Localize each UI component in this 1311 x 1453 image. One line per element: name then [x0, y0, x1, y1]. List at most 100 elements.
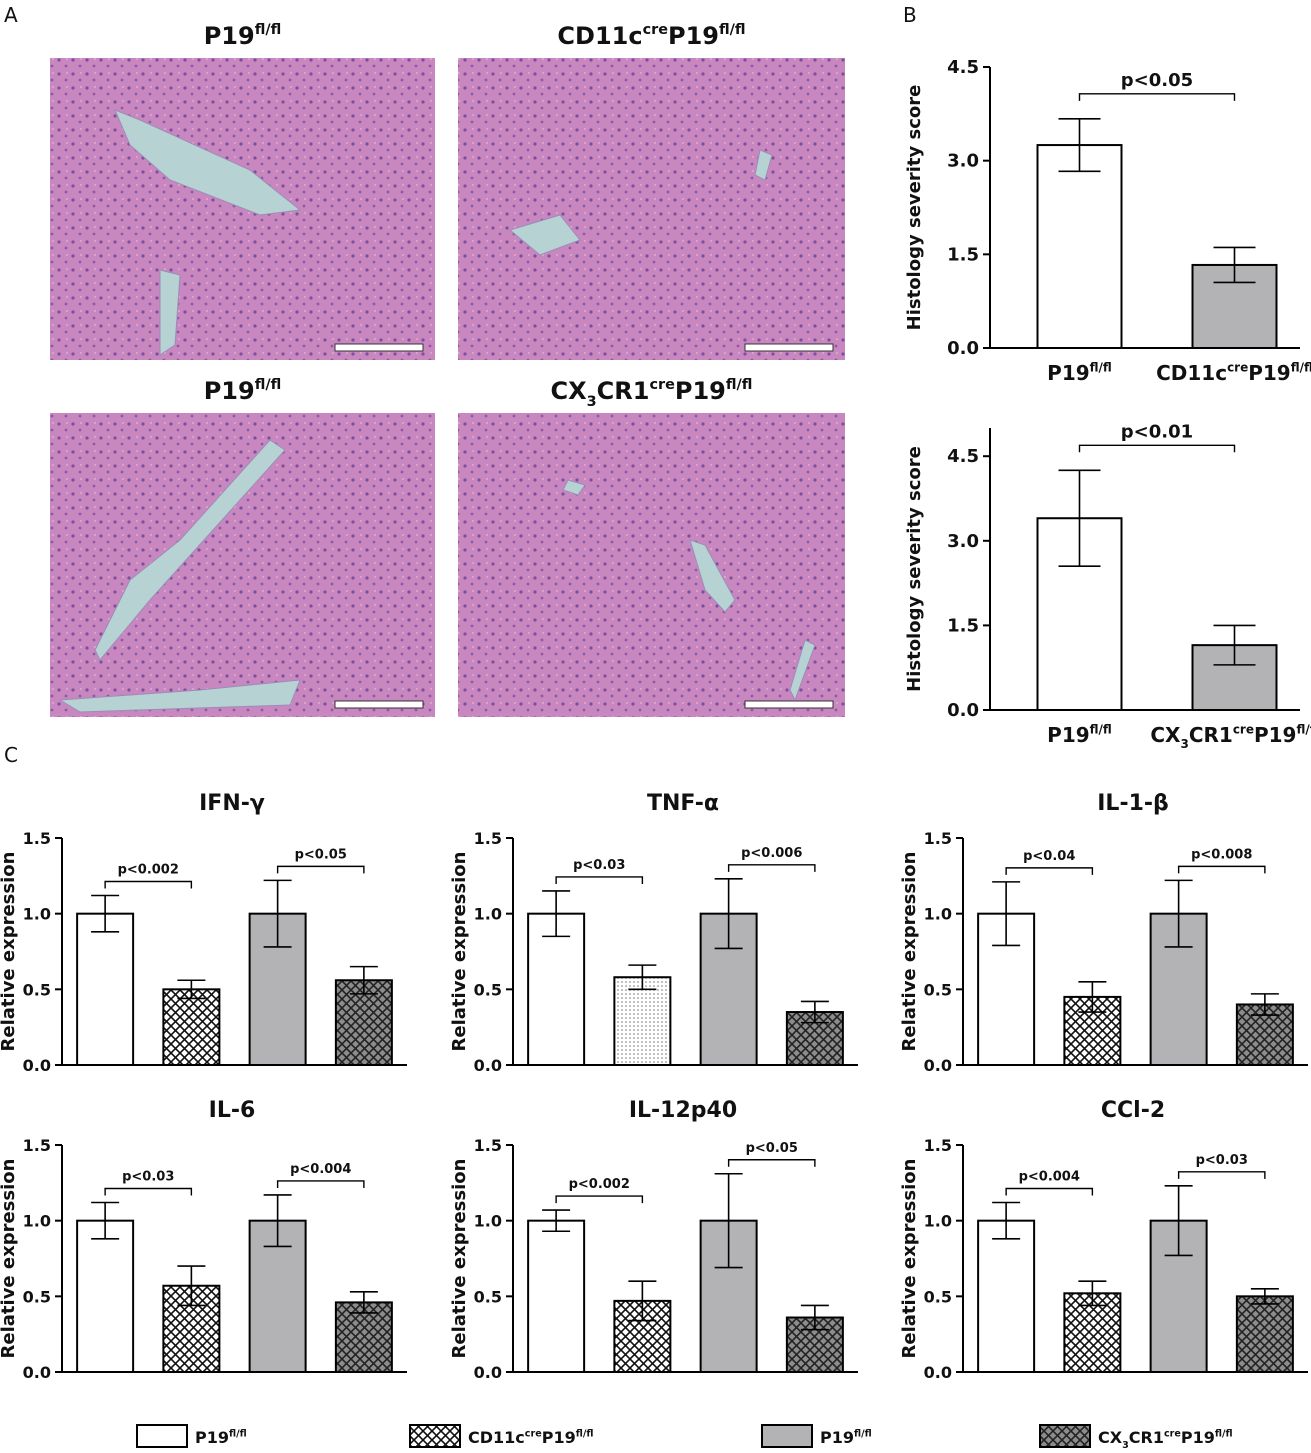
- y-tick-label: 1.0: [23, 1212, 51, 1231]
- chart-title: TNF-α: [647, 791, 719, 816]
- bar: [1235, 1295, 1294, 1374]
- bar: [1063, 1292, 1122, 1373]
- error-bar: [542, 1209, 571, 1233]
- label-part: CX: [1098, 1428, 1123, 1447]
- error-bar: [1078, 1280, 1107, 1307]
- label-part: CD11c: [468, 1428, 525, 1447]
- legend-label: P19fl/fl: [820, 1428, 872, 1447]
- error-bar: [1058, 469, 1101, 567]
- bar: [977, 1219, 1036, 1373]
- p-value: p<0.01: [1121, 421, 1193, 442]
- error-bar: [1058, 118, 1101, 173]
- label-part: P19: [1248, 361, 1291, 385]
- error-bar: [1164, 879, 1193, 948]
- label-part: CX: [1150, 723, 1181, 747]
- y-axis-label: Relative expression: [899, 1159, 920, 1359]
- y-tick-label: 1.5: [23, 829, 51, 848]
- y-axis-label: Relative expression: [0, 1159, 19, 1359]
- significance-bracket: [1005, 867, 1094, 875]
- image-title: P19fl/fl: [204, 377, 282, 405]
- label-part: 3: [1180, 737, 1188, 751]
- bar: [334, 1301, 393, 1374]
- significance-bracket: [1005, 1187, 1094, 1196]
- legend-swatch: [761, 1424, 813, 1448]
- x-tick-label: P19fl/fl: [1047, 361, 1112, 385]
- y-tick-label: 1.5: [947, 615, 979, 636]
- label-part: P19: [1047, 723, 1090, 747]
- bar: [1036, 144, 1123, 349]
- panel-label: B: [903, 3, 917, 27]
- label-part: CR1: [1189, 723, 1233, 747]
- label-part: cre: [649, 377, 675, 393]
- image-title: CD11ccreP19fl/fl: [557, 22, 745, 50]
- scale-bar: [334, 343, 424, 352]
- p-value: p<0.002: [569, 1177, 630, 1192]
- error-bar: [800, 1304, 829, 1331]
- y-axis-label: Relative expression: [449, 1159, 470, 1359]
- vessels: [58, 109, 816, 713]
- significance-bracket: [276, 1180, 365, 1188]
- significance-bracket: [555, 876, 644, 884]
- histology-image: [50, 413, 435, 717]
- error-bar: [800, 1000, 829, 1024]
- image-title: CX3CR1creP19fl/fl: [551, 377, 753, 410]
- y-axis-label: Relative expression: [0, 852, 19, 1052]
- y-tick-label: 0.5: [23, 980, 51, 999]
- label-part: fl/fl: [719, 22, 746, 38]
- label-part: CR1: [1129, 1428, 1164, 1447]
- p-value: p<0.05: [295, 847, 347, 862]
- significance-bracket: [1177, 1171, 1266, 1179]
- error-bar: [1250, 1287, 1279, 1305]
- y-tick-label: 1.5: [474, 1136, 502, 1155]
- significance-bracket: [1078, 444, 1236, 453]
- chart-title: CCl-2: [1101, 1098, 1165, 1123]
- y-tick-label: 1.5: [23, 1136, 51, 1155]
- error-bar: [177, 979, 206, 1000]
- label-part: P19: [820, 1428, 854, 1447]
- error-bar: [714, 1172, 743, 1269]
- label-part: cre: [525, 1428, 542, 1439]
- y-tick-label: 0.0: [23, 1363, 51, 1382]
- y-tick-label: 1.0: [924, 1212, 952, 1231]
- label-part: fl/fl: [854, 1428, 872, 1439]
- panel-label: C: [4, 743, 18, 767]
- histology-layer: [50, 58, 845, 717]
- y-tick-label: 1.0: [474, 1212, 502, 1231]
- p-value: p<0.03: [122, 1170, 174, 1185]
- y-tick-label: 1.0: [23, 905, 51, 924]
- label-part: fl/fl: [1291, 361, 1311, 375]
- label-part: cre: [1233, 723, 1254, 737]
- image-title: P19fl/fl: [204, 22, 282, 50]
- label-part: fl/fl: [255, 377, 282, 393]
- error-bar: [714, 878, 743, 950]
- label-part: fl/fl: [1215, 1428, 1233, 1439]
- y-tick-label: 0.0: [924, 1056, 952, 1075]
- p-value: p<0.008: [1191, 847, 1252, 862]
- legend-label: P19fl/fl: [195, 1428, 247, 1447]
- y-tick-label: 1.5: [947, 244, 979, 265]
- histology-image: [50, 58, 435, 360]
- significance-bracket: [727, 864, 816, 872]
- label-part: P19: [668, 22, 719, 50]
- error-bar: [349, 1290, 378, 1314]
- label-part: fl/fl: [1090, 361, 1112, 375]
- label-part: P19: [1047, 361, 1090, 385]
- y-tick-label: 4.5: [947, 446, 979, 467]
- label-part: fl/fl: [255, 22, 282, 38]
- error-bar: [177, 1265, 206, 1307]
- p-value: p<0.004: [1019, 1170, 1080, 1185]
- significance-bracket: [276, 865, 365, 874]
- error-bar: [992, 881, 1021, 947]
- legend-swatch: [1039, 1424, 1091, 1448]
- error-bar: [628, 1280, 657, 1322]
- y-tick-label: 0.0: [924, 1363, 952, 1382]
- bar: [76, 1219, 135, 1373]
- y-tick-label: 1.5: [924, 1136, 952, 1155]
- label-part: CX: [551, 377, 588, 405]
- legend-swatch: [409, 1424, 461, 1448]
- p-value: p<0.03: [573, 858, 625, 873]
- label-part: cre: [1164, 1428, 1181, 1439]
- bar: [162, 988, 221, 1066]
- label-part: fl/fl: [576, 1428, 594, 1439]
